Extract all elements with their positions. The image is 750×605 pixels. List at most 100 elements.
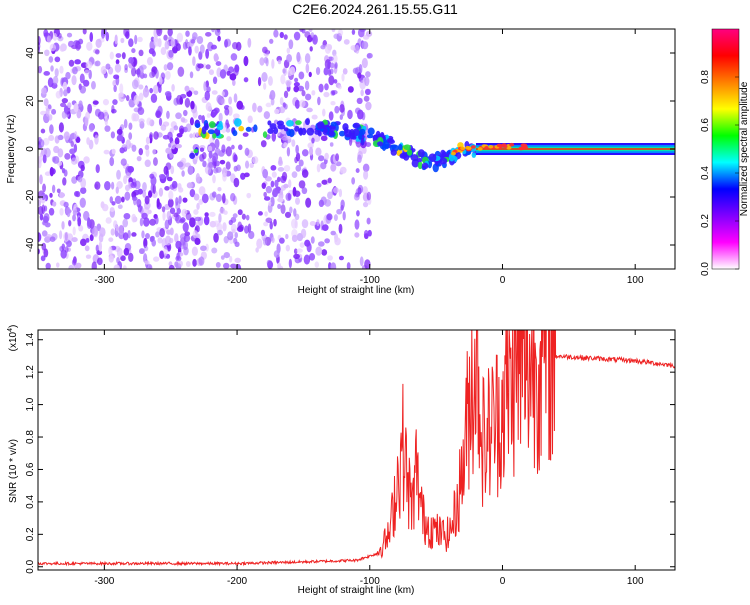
heatmap-noise-cell bbox=[264, 211, 268, 217]
heatmap-signal-cell bbox=[391, 144, 397, 149]
heatmap-noise-cell bbox=[301, 29, 306, 34]
heatmap-noise-cell bbox=[265, 185, 273, 194]
heatmap-noise-cell bbox=[108, 255, 114, 263]
heatmap-signal-cell bbox=[262, 131, 268, 138]
heatmap-noise-cell bbox=[72, 226, 76, 236]
heatmap-noise-cell bbox=[304, 53, 311, 64]
heatmap-noise-cell bbox=[289, 206, 293, 214]
heatmap-noise-cell bbox=[132, 178, 137, 187]
heatmap-noise-cell bbox=[282, 68, 286, 74]
heatmap-noise-cell bbox=[46, 35, 52, 44]
heatmap-signal-cell bbox=[295, 120, 302, 126]
heatmap-noise-cell bbox=[170, 38, 176, 48]
heatmap-noise-cell bbox=[74, 59, 81, 65]
heatmap-noise-cell bbox=[262, 46, 268, 54]
heatmap-noise-cell bbox=[216, 94, 223, 104]
heatmap-noise-cell bbox=[207, 145, 213, 152]
heatmap-noise-cell bbox=[142, 182, 147, 192]
heatmap-noise-cell bbox=[305, 63, 310, 74]
heatmap-signal-cell bbox=[330, 121, 337, 127]
heatmap-noise-cell bbox=[222, 222, 227, 232]
heatmap-noise-cell bbox=[277, 262, 282, 269]
heatmap-noise-cell bbox=[51, 108, 57, 115]
heatmap-noise-cell bbox=[164, 70, 171, 80]
heatmap-noise-cell bbox=[59, 65, 64, 74]
heatmap-noise-cell bbox=[309, 146, 314, 156]
heatmap-noise-cell bbox=[164, 91, 172, 97]
heatmap-noise-cell bbox=[171, 83, 175, 92]
heatmap-noise-cell bbox=[117, 204, 123, 210]
heatmap-noise-cell bbox=[147, 190, 153, 198]
heatmap-noise-cell bbox=[165, 147, 172, 154]
heatmap-noise-cell bbox=[293, 85, 300, 93]
heatmap-noise-cell bbox=[198, 256, 205, 266]
heatmap-noise-cell bbox=[131, 48, 136, 54]
heatmap-noise-cell bbox=[359, 29, 366, 33]
heatmap-noise-cell bbox=[234, 64, 240, 73]
heatmap-noise-cell bbox=[118, 92, 124, 98]
heatmap-noise-cell bbox=[177, 183, 182, 190]
heatmap-noise-cell bbox=[119, 83, 124, 94]
heatmap-noise-cell bbox=[43, 98, 49, 107]
heatmap-noise-cell bbox=[64, 246, 69, 253]
heatmap-noise-cell bbox=[252, 102, 257, 113]
heatmap-noise-cell bbox=[357, 72, 362, 79]
heatmap-noise-cell bbox=[304, 239, 311, 247]
heatmap-signal-cell bbox=[253, 124, 258, 133]
heatmap-noise-cell bbox=[199, 147, 205, 152]
heatmap-noise-cell bbox=[225, 161, 231, 170]
heatmap-noise-cell bbox=[357, 154, 362, 164]
heatmap-noise-cell bbox=[359, 256, 364, 267]
heatmap-noise-cell bbox=[340, 199, 345, 209]
heatmap-y-tick-label: -20 bbox=[25, 189, 36, 204]
heatmap-noise-cell bbox=[248, 230, 255, 240]
heatmap-noise-cell bbox=[196, 35, 204, 45]
heatmap-noise-cell bbox=[301, 187, 308, 195]
heatmap-noise-cell bbox=[184, 85, 190, 92]
snr-x-tick-label: -300 bbox=[94, 576, 114, 587]
heatmap-noise-cell bbox=[366, 217, 371, 225]
heatmap-signal-cell bbox=[273, 127, 279, 135]
heatmap-noise-cell bbox=[79, 85, 87, 94]
heatmap-noise-cell bbox=[212, 174, 216, 184]
heatmap-noise-cell bbox=[236, 164, 241, 172]
heatmap-noise-cell bbox=[178, 260, 183, 267]
heatmap-noise-cell bbox=[185, 260, 191, 268]
heatmap-noise-cell bbox=[227, 106, 233, 116]
heatmap-noise-cell bbox=[193, 90, 199, 96]
heatmap-noise-cell bbox=[67, 40, 75, 48]
heatmap-band-stripe bbox=[475, 146, 675, 149]
snr-y-tick-label: 0.0 bbox=[25, 559, 36, 573]
heatmap-noise-cell bbox=[152, 84, 159, 94]
heatmap-signal-cell bbox=[343, 126, 349, 134]
heatmap-noise-cell bbox=[104, 180, 111, 191]
heatmap-noise-cell bbox=[327, 61, 331, 70]
heatmap-noise-cell bbox=[208, 69, 215, 76]
heatmap-noise-cell bbox=[273, 218, 277, 227]
heatmap-noise-cell bbox=[42, 215, 49, 224]
heatmap-noise-cell bbox=[164, 40, 170, 50]
heatmap-noise-cell bbox=[92, 227, 97, 238]
heatmap-noise-cell bbox=[207, 157, 212, 163]
heatmap-noise-cell bbox=[109, 51, 115, 60]
heatmap-noise-cell bbox=[288, 39, 294, 50]
heatmap-noise-cell bbox=[116, 169, 121, 180]
heatmap-y-tick-label: -40 bbox=[25, 237, 36, 252]
heatmap-noise-cell bbox=[192, 258, 197, 267]
heatmap-noise-cell bbox=[78, 224, 84, 232]
heatmap-noise-cell bbox=[234, 257, 241, 264]
heatmap-noise-cell bbox=[160, 124, 167, 131]
heatmap-noise-cell bbox=[301, 219, 309, 229]
heatmap-noise-cell bbox=[213, 232, 219, 243]
heatmap-noise-cell bbox=[339, 103, 345, 113]
heatmap-noise-cell bbox=[351, 29, 356, 35]
heatmap-noise-cell bbox=[284, 211, 292, 219]
heatmap-noise-cell bbox=[205, 31, 212, 37]
heatmap-noise-cell bbox=[41, 87, 47, 95]
heatmap-noise-cell bbox=[294, 77, 299, 83]
heatmap-noise-cell bbox=[122, 232, 129, 241]
heatmap-noise-cell bbox=[286, 146, 291, 157]
heatmap-noise-cell bbox=[186, 90, 193, 98]
heatmap-noise-cell bbox=[124, 191, 131, 201]
heatmap-noise-cell bbox=[121, 196, 125, 203]
